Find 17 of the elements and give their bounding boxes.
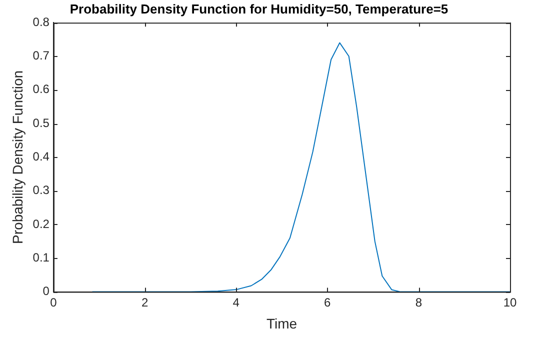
y-tick-label: 0.2 [32, 216, 50, 231]
x-tick-label: 2 [141, 295, 148, 310]
y-tick-label: 0.1 [32, 250, 50, 264]
x-tick-label: 8 [415, 295, 422, 310]
y-tick-label: 0 [42, 284, 50, 298]
y-tick-label: 0.3 [32, 183, 50, 198]
y-axis-title: Probability Density Function [9, 70, 26, 244]
chart-title: Probability Density Function for Humidity=50, Temperature=5 [70, 1, 448, 16]
y-tick-label: 0.7 [32, 48, 50, 63]
x-tick-label: 6 [324, 295, 332, 310]
x-tick-label: 4 [232, 295, 240, 310]
y-tick-label: 0.6 [32, 82, 50, 96]
x-tick-label: 10 [503, 295, 517, 310]
x-axis-title: Time [266, 315, 298, 332]
y-tick-label: 0.5 [32, 116, 50, 130]
y-tick-label: 0.8 [32, 14, 50, 29]
y-tick-label: 0.4 [32, 150, 50, 164]
